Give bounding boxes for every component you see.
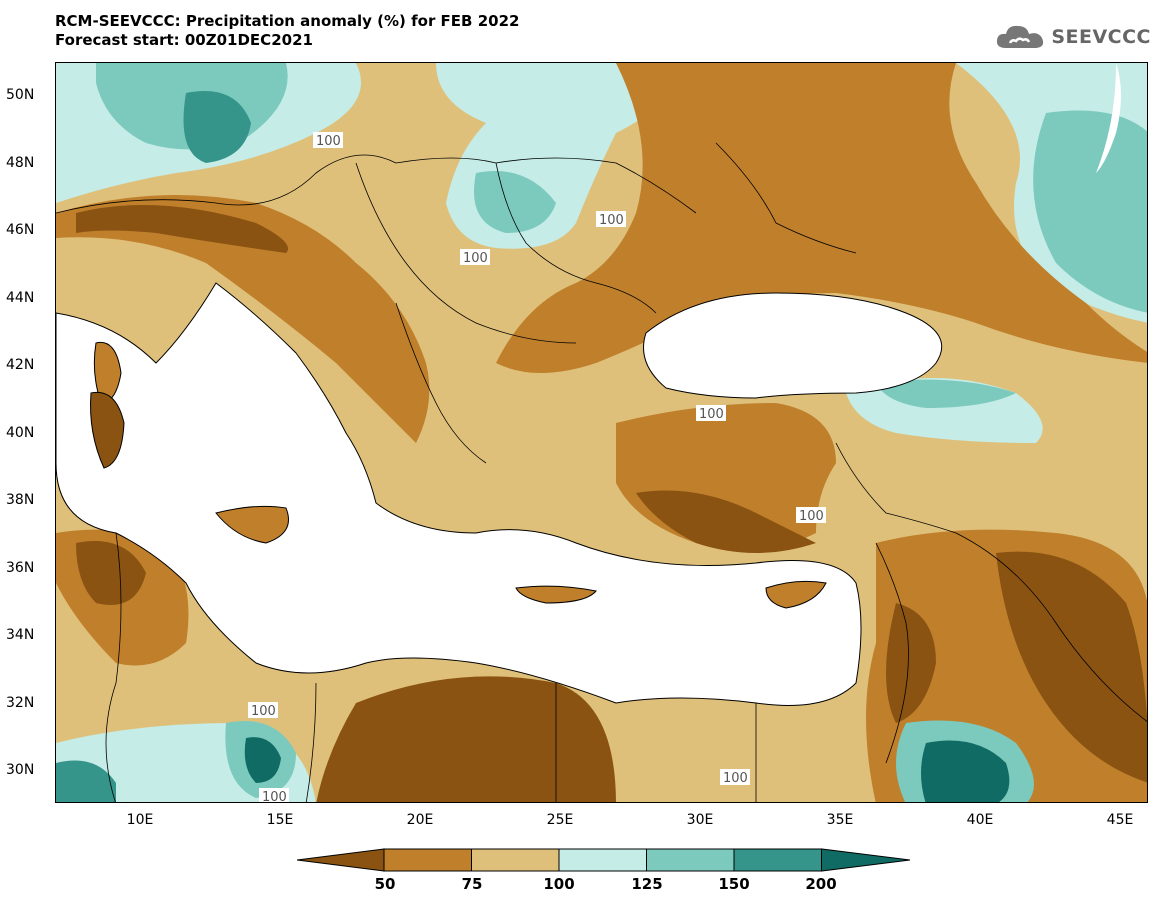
colorbar-segment xyxy=(383,848,472,872)
lon-label: 10E xyxy=(126,812,154,828)
lat-label: 42N xyxy=(6,357,35,373)
contour-label: 100 xyxy=(463,251,488,266)
colorbar-tick: 125 xyxy=(631,875,663,893)
crete xyxy=(515,585,597,604)
lon-label: 15E xyxy=(266,812,294,828)
map-title: RCM-SEEVCCC: Precipitation anomaly (%) f… xyxy=(55,12,520,30)
contour-label: 100 xyxy=(251,704,276,719)
contour-labels: 100 100 100 100 100 100 100 100 xyxy=(248,132,826,803)
field-150-200-south xyxy=(56,760,116,802)
lon-label: 30E xyxy=(686,812,714,828)
lon-label: 40E xyxy=(966,812,994,828)
anomaly-map: 100 100 100 100 100 100 100 100 xyxy=(56,63,1147,803)
lat-label: 32N xyxy=(6,695,35,711)
logo-text: SEEVCCC xyxy=(1051,26,1151,48)
lat-label: 34N xyxy=(6,627,35,643)
lat-label: 38N xyxy=(6,492,35,508)
country-borders xyxy=(56,142,1147,802)
forecast-start: Forecast start: 00Z01DEC2021 xyxy=(55,31,313,49)
colorbar-tick: 150 xyxy=(718,875,750,893)
lon-label: 45E xyxy=(1106,812,1134,828)
corsica xyxy=(93,341,122,404)
lat-label: 40N xyxy=(6,425,35,441)
colorbar xyxy=(297,848,911,872)
colorbar-tick: 200 xyxy=(805,875,837,893)
contour-label: 100 xyxy=(699,407,724,422)
lon-label: 35E xyxy=(826,812,854,828)
lat-label: 44N xyxy=(6,290,35,306)
field-125-150-carpathian xyxy=(474,171,556,233)
contour-label: 100 xyxy=(262,790,287,803)
field-below-50-tunisia xyxy=(76,541,146,605)
field-150-200-northwest xyxy=(183,91,251,163)
lat-label: 50N xyxy=(6,87,35,103)
lat-label: 30N xyxy=(6,762,35,778)
colorbar-segment xyxy=(821,848,911,872)
field-50-75-east-europe xyxy=(496,63,1147,373)
field-below-50-arabia xyxy=(996,551,1147,783)
lat-label: 46N xyxy=(6,222,35,238)
colorbar-segment xyxy=(558,848,647,872)
field-below-50-alps xyxy=(76,205,288,253)
colorbar-tick: 100 xyxy=(543,875,575,893)
lon-label: 20E xyxy=(406,812,434,828)
colorbar-tick: 75 xyxy=(461,875,483,893)
field-above-200-arabia xyxy=(921,740,1010,802)
field-above-200-libya xyxy=(244,737,281,783)
colorbar-segment xyxy=(471,848,560,872)
contour-label: 100 xyxy=(599,213,624,228)
contour-label: 100 xyxy=(723,771,748,786)
seevccc-logo: SEEVCCC xyxy=(994,22,1151,52)
lon-label: 25E xyxy=(546,812,574,828)
contour-label: 100 xyxy=(316,134,341,149)
lat-label: 36N xyxy=(6,560,35,576)
field-below-50-libya xyxy=(316,676,616,802)
sardinia xyxy=(90,391,125,469)
field-below-50-anatolia xyxy=(636,490,816,553)
cloud-icon xyxy=(997,25,1044,48)
colorbar-tick: 50 xyxy=(374,875,396,893)
field-50-75-alps xyxy=(56,195,430,443)
black-sea xyxy=(643,292,943,399)
field-125-150-caucasus xyxy=(876,379,1016,408)
lat-label: 48N xyxy=(6,155,35,171)
gap-northeast xyxy=(1096,63,1121,173)
sicily xyxy=(215,505,289,544)
map-area: 100 100 100 100 100 100 100 100 xyxy=(55,62,1148,803)
title-block: RCM-SEEVCCC: Precipitation anomaly (%) f… xyxy=(55,12,519,50)
contour-label: 100 xyxy=(799,509,824,524)
colorbar-segment xyxy=(733,848,822,872)
colorbar-segment xyxy=(646,848,735,872)
mediterranean-sea xyxy=(56,282,862,706)
field-below-50-levant xyxy=(886,603,936,723)
cyprus xyxy=(765,580,827,609)
field-125-150-east xyxy=(1033,110,1147,313)
colorbar-segment xyxy=(297,848,385,872)
